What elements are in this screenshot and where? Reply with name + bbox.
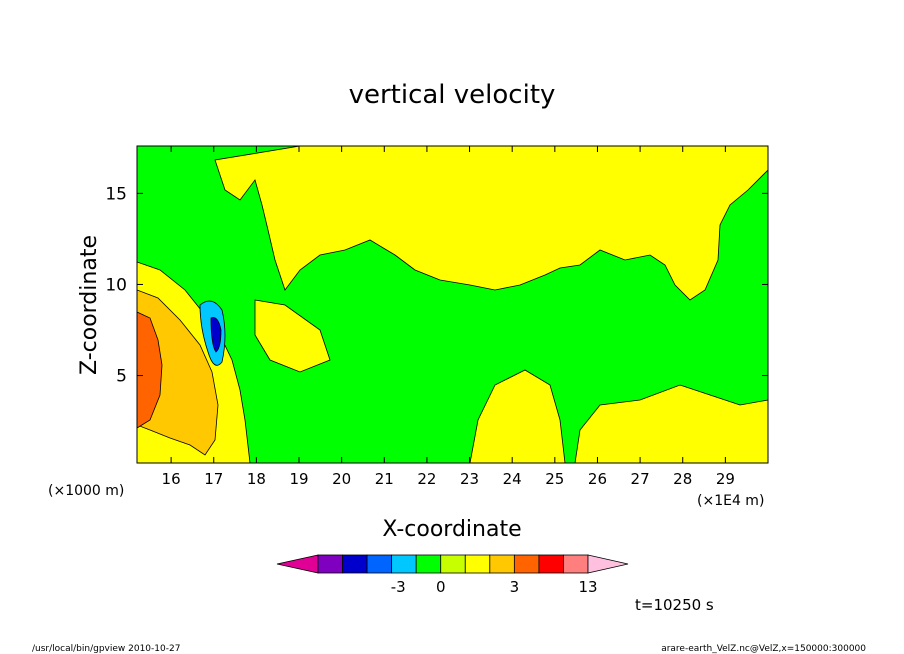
x-tick-label: 28: [673, 470, 692, 488]
x-tick-label: 17: [204, 470, 223, 488]
colorbar-tick-label: -3: [391, 578, 406, 596]
y-tick-label: 5: [116, 367, 127, 387]
region-positive-lower-right: [574, 384, 768, 463]
y-tick-label: 10: [105, 275, 127, 295]
y-axis-label: Z-coordinate: [77, 235, 102, 375]
colorbar-swatch: [489, 554, 515, 574]
x-tick-label: 20: [332, 470, 351, 488]
colorbar-arrow-high: [587, 554, 629, 574]
colorbar-swatch: [464, 554, 491, 574]
x-tick-label: 24: [503, 470, 522, 488]
x-tick-label: 29: [716, 470, 735, 488]
x-tick-label: 22: [417, 470, 436, 488]
plot-frame: [136, 145, 769, 464]
x-tick-label: 19: [289, 470, 308, 488]
x-axis: 16 17 18 19 20 21 22 23 24 25 26 27 28 29: [162, 146, 735, 488]
colorbar-swatch: [513, 554, 540, 574]
x-tick-label: 18: [247, 470, 266, 488]
colorbar-swatch: [342, 554, 368, 574]
region-downdraft-core: [210, 317, 222, 353]
x-tick-label: 21: [375, 470, 394, 488]
chart-title: vertical velocity: [349, 80, 556, 110]
region-updraft-core: [137, 289, 219, 456]
region-positive-lower-center: [469, 369, 566, 463]
region-updraft-max: [137, 311, 163, 429]
x-unit-left: (×1000 m): [48, 483, 124, 499]
time-label: t=10250 s: [635, 596, 714, 614]
x-tick-label: 26: [588, 470, 607, 488]
colorbar: -3 0 3 13: [276, 554, 629, 596]
x-tick-label: 25: [545, 470, 564, 488]
footer-left: /usr/local/bin/gpview 2010-10-27: [32, 644, 180, 654]
x-tick-label: 23: [460, 470, 479, 488]
plot-area: [137, 146, 768, 463]
x-unit-right: (×1E4 m): [697, 493, 764, 509]
x-axis-label: X-coordinate: [382, 517, 521, 542]
x-tick-label: 27: [631, 470, 650, 488]
colorbar-tick-label: 13: [578, 578, 597, 596]
y-axis: 5 10 15: [105, 184, 768, 387]
colorbar-arrow-low: [276, 554, 319, 574]
x-tick-label: 16: [162, 470, 181, 488]
colorbar-swatch: [415, 554, 442, 574]
colorbar-swatch: [317, 554, 343, 574]
region-positive-mid: [254, 299, 331, 373]
colorbar-swatch: [538, 554, 564, 574]
colorbar-swatch: [391, 554, 417, 574]
footer-right: arare-earth_VelZ.nc@VelZ,x=150000:300000: [661, 644, 866, 654]
colorbar-swatch: [366, 554, 393, 574]
y-tick-label: 15: [105, 184, 127, 204]
colorbar-tick-label: 3: [510, 578, 520, 596]
colorbar-tick-label: 0: [436, 578, 446, 596]
region-positive-upper: [214, 146, 768, 301]
colorbar-swatch: [440, 554, 466, 574]
colorbar-swatch: [563, 554, 589, 574]
